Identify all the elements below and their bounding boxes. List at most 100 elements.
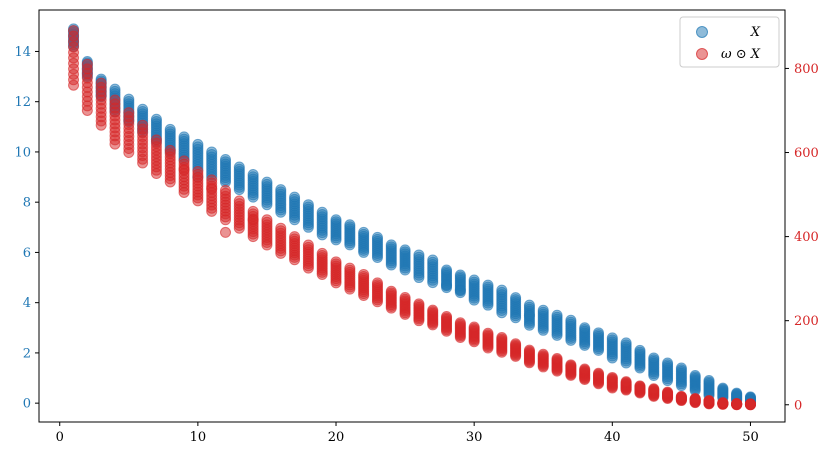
y-left-tick-label: 10 [14,145,31,160]
legend: X ω ⊙ X [679,16,780,68]
data-point [399,292,411,304]
data-point [81,58,93,70]
x-tick-label: 50 [742,430,759,445]
data-point [620,337,632,349]
data-point [399,244,411,256]
data-point [593,327,604,339]
data-point [731,387,743,399]
data-point-outlier [206,182,218,194]
data-point [482,279,494,291]
data-point [330,214,342,226]
data-point [523,299,535,311]
legend-marker-x [696,26,708,38]
data-point [371,277,383,289]
y-left-tick-label: 12 [14,95,31,110]
data-point [551,353,563,365]
data-point [275,222,287,234]
data-point [510,338,522,350]
data-point [316,247,328,259]
data-point [302,239,314,251]
data-point [344,262,356,274]
data-point [220,153,231,165]
data-point [606,332,618,344]
x-axis: 0 10 20 30 40 50 [56,422,759,445]
data-point [468,274,480,286]
data-point [427,254,439,266]
data-point [675,362,687,374]
data-point-outlier [220,226,231,238]
y-axis-left: 0 2 4 6 8 10 12 14 [14,45,39,412]
series-wx [68,25,756,411]
y-left-tick-label: 0 [23,397,31,412]
data-point [537,304,549,316]
data-point [482,327,494,339]
data-point [689,392,701,404]
data-point [648,383,660,395]
y-right-tick-label: 200 [794,314,819,329]
data-point [385,285,397,297]
y-left-tick-label: 4 [23,296,31,311]
data-point [551,309,563,321]
data-point [496,284,508,296]
data-point [662,357,674,369]
data-point [371,231,383,243]
data-point [164,144,176,156]
data-point [703,375,715,387]
y-left-tick-label: 6 [23,246,31,261]
data-point-outlier [109,138,121,150]
data-point [302,199,314,211]
data-point [261,176,273,188]
data-point [150,113,162,125]
data-point [220,184,231,196]
data-point [413,249,425,261]
data-point [731,398,743,409]
data-point [441,264,453,276]
plot-frame [38,9,786,423]
data-point [662,386,674,398]
data-point [150,134,162,146]
data-point [620,376,632,388]
data-point [565,314,577,326]
data-point [192,165,204,177]
data-point [316,206,328,218]
data-point [413,298,425,310]
data-point [358,226,370,238]
data-point [593,367,604,379]
data-point [496,332,508,343]
y-right-tick-label: 600 [794,146,819,161]
data-point [703,395,715,407]
data-point [634,380,646,392]
y-left-tick-label: 8 [23,196,31,211]
data-point [137,103,149,115]
data-point [330,256,342,268]
data-point [689,370,701,382]
data-point [164,123,176,135]
data-point [68,25,80,37]
data-point [289,191,301,203]
data-point [579,363,591,375]
data-point [454,269,466,281]
data-point [634,344,646,356]
data-point [717,397,729,409]
data-point [109,94,121,106]
data-point [95,77,107,89]
data-point-outlier [441,279,453,291]
data-point [441,310,453,322]
data-point-outlier [523,309,535,321]
x-tick-label: 30 [466,430,483,445]
x-tick-label: 20 [328,430,345,445]
data-point [247,169,259,181]
data-point [510,292,522,304]
data-point [523,344,535,356]
y-right-tick-label: 400 [794,230,819,245]
y-right-tick-label: 0 [794,398,802,413]
data-point [289,231,301,243]
data-point [261,214,273,226]
data-point [565,359,577,371]
data-point-outlier [178,163,190,175]
data-point [206,146,218,158]
points-layer [68,23,756,411]
data-point [109,83,121,95]
data-point [275,184,287,196]
